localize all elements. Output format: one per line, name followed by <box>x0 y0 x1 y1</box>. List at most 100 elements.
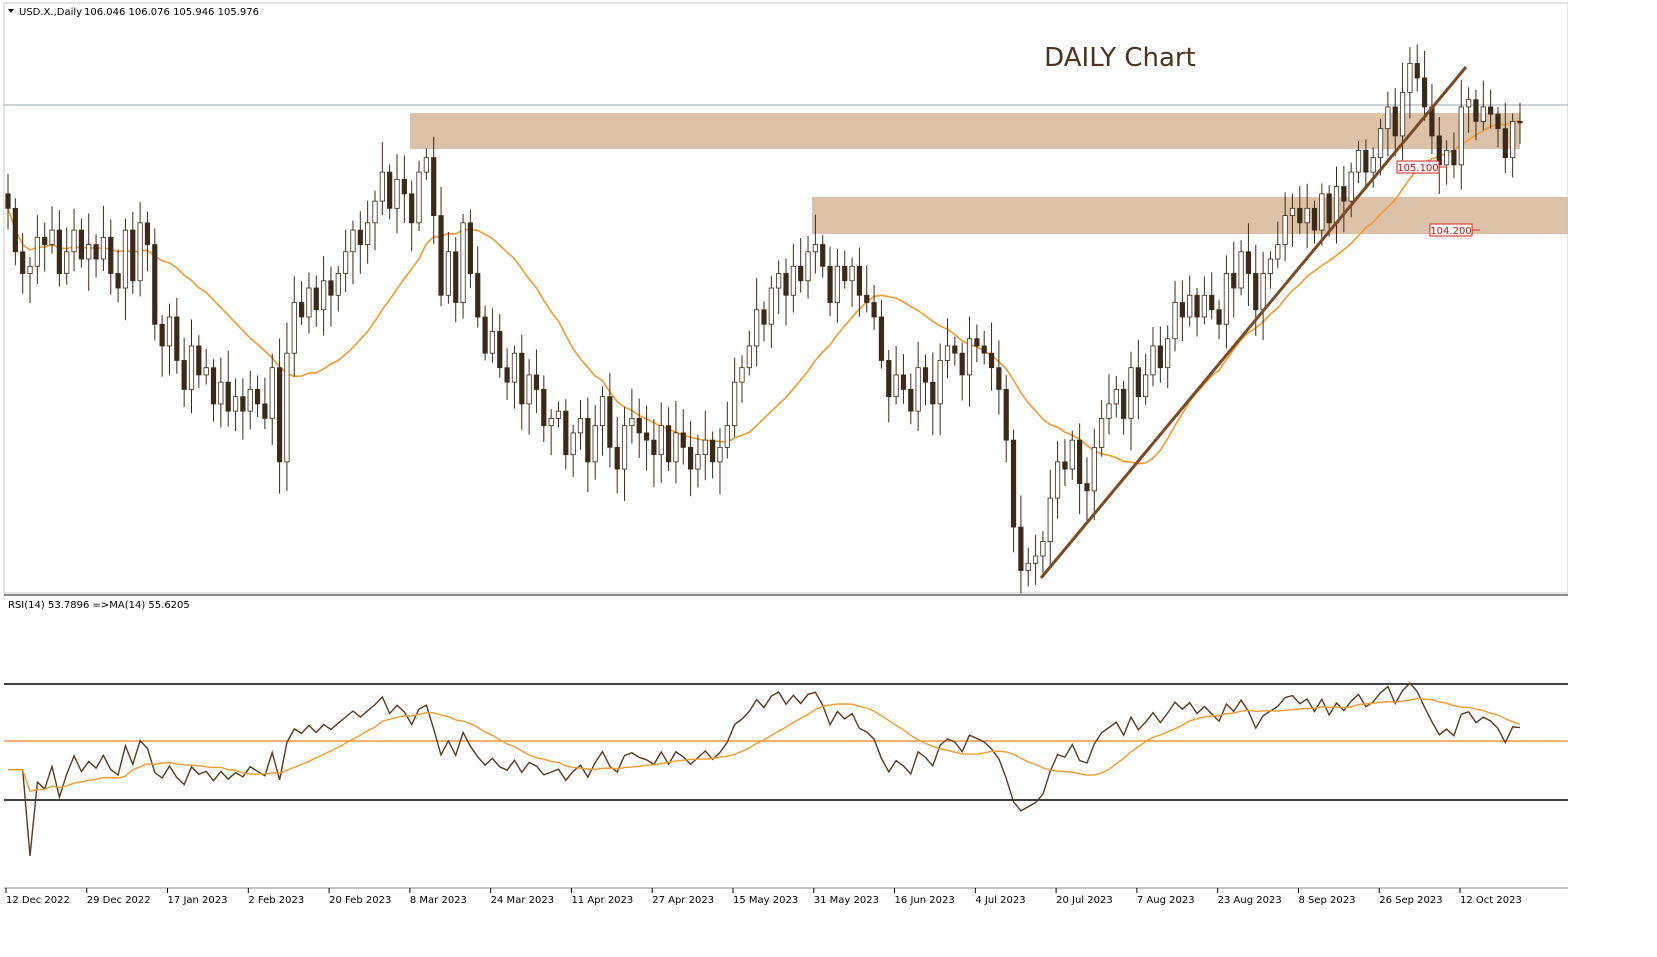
candle <box>262 377 268 429</box>
candle-body-bearish <box>665 425 672 463</box>
candle-body-bearish <box>1003 389 1009 441</box>
x-axis-label: 8 Sep 2023 <box>1298 895 1355 906</box>
candle-body-bearish <box>196 345 202 376</box>
candle <box>210 359 217 422</box>
candle <box>849 257 855 307</box>
candle <box>533 349 540 413</box>
candle-body-bullish <box>100 236 107 260</box>
candle <box>423 148 429 180</box>
candle <box>453 237 459 323</box>
candle-body-bearish <box>563 410 569 456</box>
candle <box>108 219 114 295</box>
candle <box>900 354 907 404</box>
symbol-header: USD.X.,Daily 106.046 106.076 105.946 105… <box>8 7 259 18</box>
candle-body-bearish <box>12 207 18 253</box>
candle-body-bullish <box>754 309 760 347</box>
candle <box>1106 374 1112 435</box>
candle <box>981 330 987 365</box>
candle-body-bullish <box>1165 338 1171 369</box>
candle-body-bullish <box>1099 417 1105 448</box>
candle <box>5 174 11 230</box>
candle-body-bearish <box>710 439 716 463</box>
candle <box>592 405 598 480</box>
candle <box>643 405 650 471</box>
candle-body-bullish <box>1150 345 1156 376</box>
candle <box>783 258 789 326</box>
candle <box>1040 531 1046 574</box>
candle-body-bearish <box>930 381 936 405</box>
candle <box>225 350 231 427</box>
candle-body-bullish <box>489 331 496 354</box>
candle <box>878 299 885 369</box>
candle-body-bullish <box>1069 439 1075 470</box>
candle-body-bullish <box>416 171 422 224</box>
candle <box>1488 89 1494 129</box>
candle-body-bearish <box>497 331 503 369</box>
candle-body-bullish <box>1319 193 1325 231</box>
candle-body-bearish <box>210 367 217 405</box>
candle <box>130 211 136 294</box>
candle-body-bearish <box>981 345 987 354</box>
candle <box>1143 353 1149 406</box>
candle <box>1304 183 1310 248</box>
dropdown-triangle-icon[interactable] <box>8 9 14 13</box>
candle-body-bearish <box>878 316 885 361</box>
candle <box>291 276 297 377</box>
candle-body-bullish <box>915 367 921 412</box>
candle-body-bullish <box>790 265 796 296</box>
candle-body-bearish <box>1421 77 1428 108</box>
candle-body-bullish <box>1106 403 1112 419</box>
candle-body-bearish <box>482 316 488 354</box>
candle <box>56 210 62 287</box>
candle <box>1377 118 1384 176</box>
candle-body-bullish <box>1143 374 1149 398</box>
candle-body-bullish <box>592 425 598 463</box>
candle-body-bullish <box>739 367 745 383</box>
candle-body-bearish <box>1179 302 1185 318</box>
candle <box>166 303 173 376</box>
candle <box>1069 430 1075 480</box>
candle <box>1062 439 1068 487</box>
candle <box>1495 106 1501 148</box>
candle-body-bullish <box>1267 258 1274 274</box>
candle-body-bullish <box>343 251 349 274</box>
candle <box>254 375 261 418</box>
rsi-layer <box>8 682 1521 857</box>
x-axis-label: 26 Sep 2023 <box>1379 895 1442 906</box>
candle-body-bearish <box>614 446 620 470</box>
candle-body-bullish <box>812 244 818 253</box>
price-label-105-text: 105.100 <box>1397 163 1438 174</box>
candle <box>372 190 378 251</box>
candle <box>856 247 863 317</box>
candle-body-bullish <box>511 352 518 383</box>
candle-body-bullish <box>1289 207 1296 216</box>
candle-body-bullish <box>1238 251 1244 289</box>
candle-body-bullish <box>776 273 782 289</box>
candle-body-bullish <box>717 446 723 463</box>
candle-body-bearish <box>827 265 833 303</box>
candle <box>1502 103 1508 173</box>
candle-body-bullish <box>1480 106 1486 122</box>
candle <box>343 229 349 292</box>
candle-body-bearish <box>519 352 525 405</box>
candle <box>460 213 466 319</box>
candle-body-bullish <box>1348 171 1354 202</box>
candle <box>1091 428 1097 520</box>
candle-body-bearish <box>174 316 180 361</box>
moving-average-layer <box>7 119 1521 465</box>
candle <box>607 372 613 468</box>
candle <box>78 218 84 268</box>
candle-body-bullish <box>1128 367 1134 419</box>
candle-body-bullish <box>1399 92 1406 137</box>
candle <box>842 250 848 289</box>
candle-body-bearish <box>115 273 121 289</box>
candle <box>218 357 224 428</box>
candle <box>658 402 664 483</box>
candle-body-bearish <box>856 265 863 296</box>
candle <box>805 235 811 299</box>
candle <box>585 397 591 493</box>
candle <box>768 276 774 349</box>
candle-body-bullish <box>849 265 855 282</box>
x-axis-label: 15 May 2023 <box>733 895 798 906</box>
candle-body-bearish <box>1231 273 1237 289</box>
